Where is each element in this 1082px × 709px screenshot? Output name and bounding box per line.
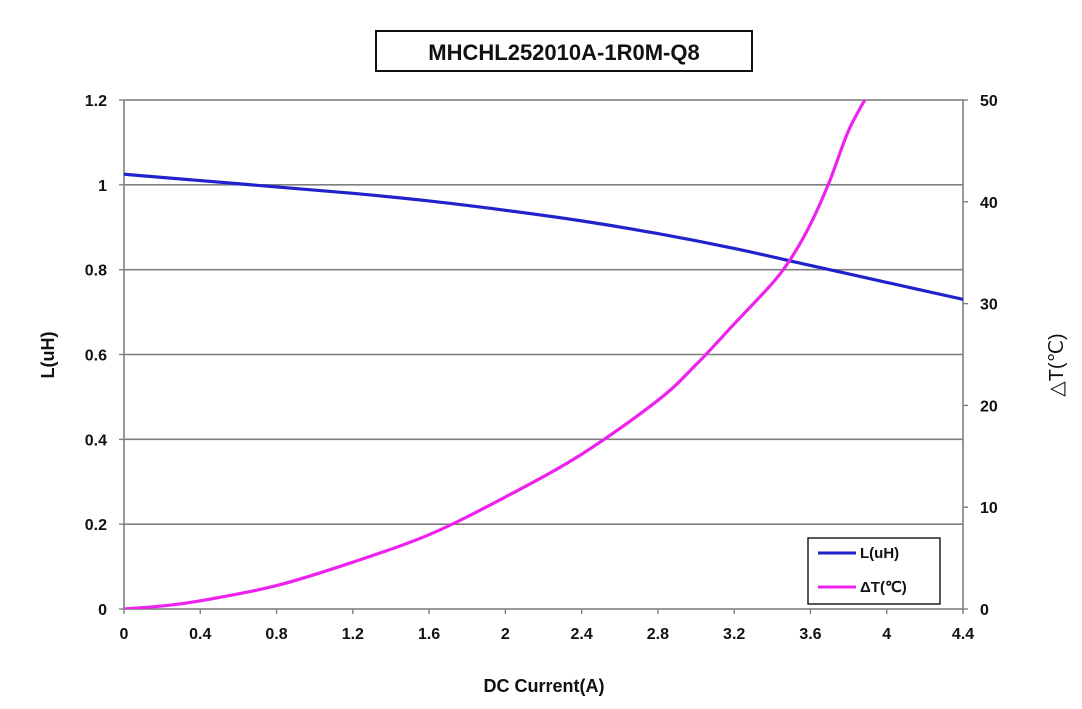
x-tick-label: 2.8: [647, 626, 669, 643]
y-tick-label: 0.4: [85, 432, 107, 449]
y-tick-label: 0: [98, 602, 107, 619]
y-axis-ticks: 0 0.2 0.4 0.6 0.8 1 1.2: [85, 93, 124, 619]
series-lines: [124, 100, 963, 609]
y2-tick-label: 30: [980, 297, 998, 314]
y2-tick-label: 10: [980, 500, 998, 517]
y-tick-label: 1.2: [85, 93, 107, 110]
title-box: [375, 30, 753, 72]
x-tick-label: 0.8: [265, 626, 287, 643]
series-line-inductance: [124, 172, 963, 301]
x-tick-label: 2.4: [571, 626, 593, 643]
legend-box: [807, 537, 941, 605]
x-tick-label: 0: [120, 626, 129, 643]
legend-label-l: L(uH): [860, 545, 899, 562]
y2-tick-label: 50: [980, 93, 998, 110]
x-tick-label: 1.2: [342, 626, 364, 643]
y2-tick-label: 0: [980, 602, 989, 619]
y2-tick-label: 40: [980, 195, 998, 212]
x-tick-label: 1.6: [418, 626, 440, 643]
x-tick-label: 3.6: [799, 626, 821, 643]
x-axis-ticks: 0 0.4 0.8 1.2 1.6 2 2.4 2.8 3.2 3.6 4 4.4: [120, 609, 974, 643]
chart-title: MHCHL252010A-1R0M-Q8: [428, 40, 699, 65]
y2-axis-ticks: 0 10 20 30 40 50: [963, 93, 998, 619]
y2-axis-label: △T(℃): [1046, 333, 1068, 396]
y-tick-label: 0.2: [85, 517, 107, 534]
x-tick-label: 3.2: [723, 626, 745, 643]
legend-label-dt: ΔT(℃): [860, 579, 907, 596]
legend: L(uH) ΔT(℃): [807, 537, 941, 605]
series-line-temperature-rise: [124, 100, 867, 609]
y-axis-label: L(uH): [38, 332, 58, 379]
x-tick-label: 4.4: [952, 626, 974, 643]
x-tick-label: 2: [501, 626, 510, 643]
y2-tick-label: 20: [980, 398, 998, 415]
y-tick-label: 0.6: [85, 348, 107, 365]
y-tick-label: 0.8: [85, 263, 107, 280]
y-tick-label: 1: [98, 178, 107, 195]
x-axis-label: DC Current(A): [484, 676, 605, 696]
gridlines: [124, 184, 963, 525]
x-tick-label: 0.4: [189, 626, 211, 643]
x-tick-label: 4: [882, 626, 891, 643]
